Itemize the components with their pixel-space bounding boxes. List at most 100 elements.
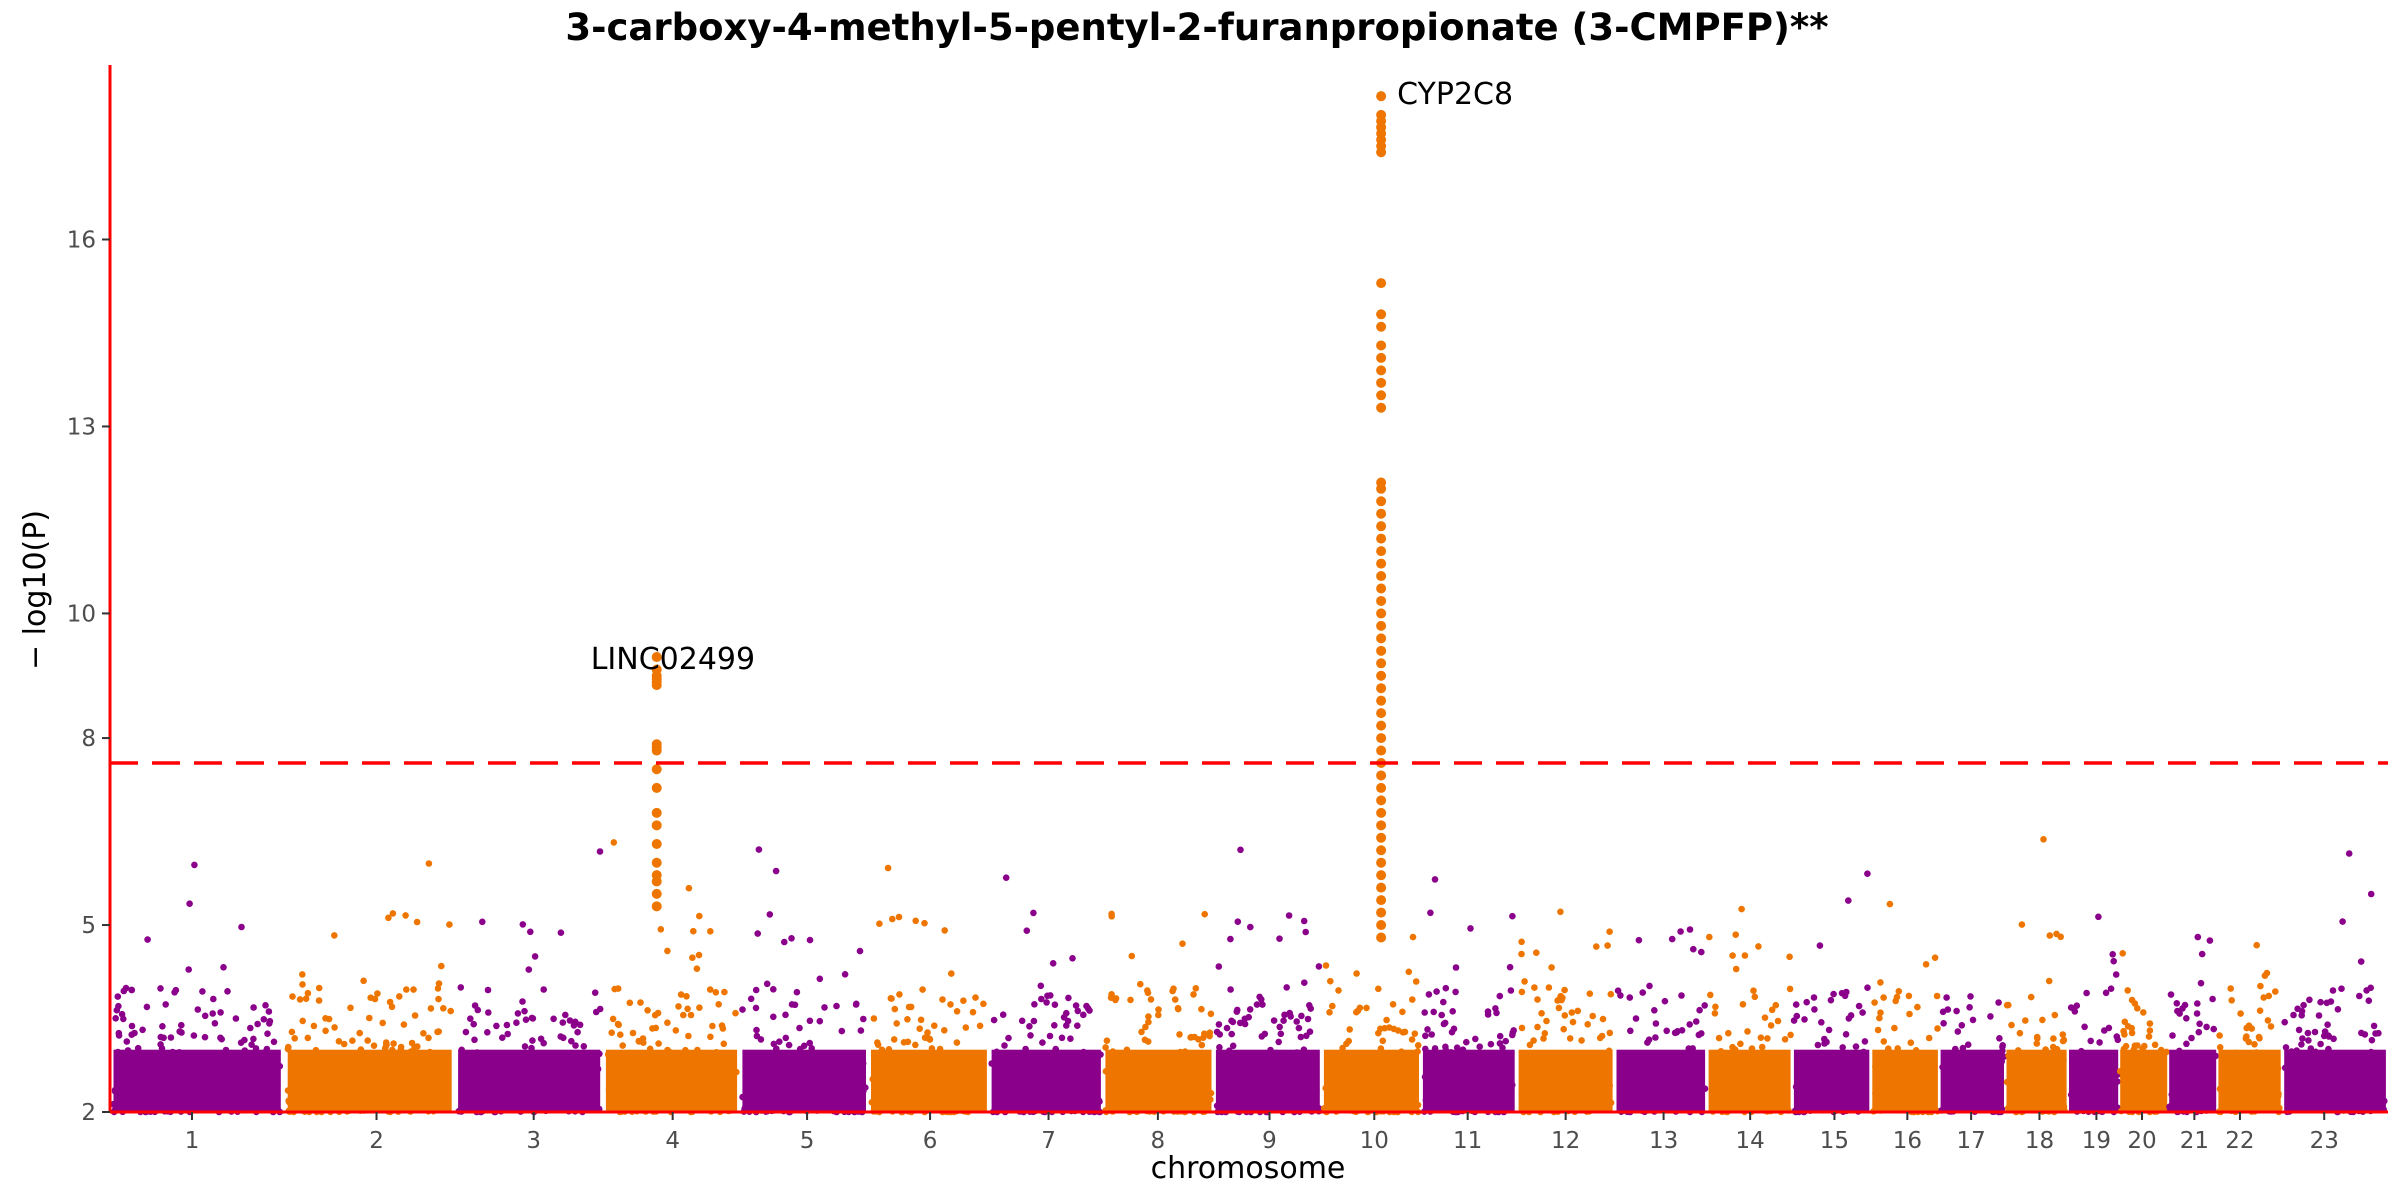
data-point: [1043, 999, 1050, 1006]
data-point: [503, 1021, 511, 1029]
data-point: [1487, 1040, 1495, 1048]
peak-point: [651, 839, 662, 850]
data-point: [289, 993, 296, 1000]
data-point: [367, 994, 375, 1001]
peak-point: [651, 876, 662, 887]
data-point: [420, 1030, 427, 1037]
data-point: [299, 971, 306, 978]
chromosome-18-points: [2003, 836, 2068, 1116]
peak-point: [1376, 770, 1387, 781]
data-point: [2334, 1006, 2342, 1013]
peak-point: [1376, 857, 1387, 868]
x-tick-label: 17: [1956, 1128, 1985, 1154]
data-point: [1198, 1005, 1205, 1013]
data-point: [2228, 997, 2235, 1004]
data-point: [1138, 1028, 1145, 1036]
data-point: [1430, 1008, 1437, 1016]
data-point: [128, 1031, 135, 1038]
data-point: [856, 947, 864, 955]
data-point: [2338, 985, 2345, 992]
data-point: [210, 995, 217, 1003]
peak-point: [1376, 533, 1387, 544]
y-tick-label: 2: [81, 1100, 96, 1126]
data-point: [1925, 1034, 1933, 1042]
data-point: [1237, 846, 1244, 854]
point-band: [1872, 1049, 1938, 1112]
data-point: [757, 1036, 765, 1043]
data-point: [664, 1019, 671, 1026]
data-point: [1306, 1002, 1313, 1009]
data-point: [467, 1015, 474, 1022]
data-point: [1379, 1037, 1387, 1045]
data-point: [2306, 996, 2313, 1004]
data-point: [1825, 1026, 1833, 1034]
data-point: [521, 1007, 528, 1015]
data-point: [1499, 1044, 1506, 1052]
data-point: [1690, 945, 1697, 953]
data-point: [2267, 1023, 2275, 1030]
data-point: [1880, 994, 1887, 1001]
data-point: [1389, 1001, 1397, 1008]
data-point: [2083, 989, 2090, 997]
data-point: [1438, 1011, 1445, 1019]
data-point: [1484, 1008, 1492, 1015]
data-point: [657, 926, 665, 933]
peak-top-point: [1376, 91, 1387, 102]
data-point: [525, 966, 533, 973]
peak-point: [1376, 832, 1387, 843]
data-point: [782, 1011, 789, 1019]
data-point: [626, 999, 634, 1007]
data-point: [917, 1016, 925, 1024]
data-point: [2243, 1024, 2250, 1032]
data-point: [1792, 1001, 1800, 1008]
data-point: [1108, 913, 1115, 920]
x-tick-label: 14: [1736, 1128, 1765, 1154]
data-point: [608, 1029, 615, 1036]
data-point: [2298, 1012, 2305, 1019]
data-point: [1433, 988, 1440, 995]
data-point: [1301, 979, 1308, 986]
data-point: [1614, 987, 1622, 994]
data-point: [1855, 1002, 1863, 1010]
data-point: [2040, 836, 2047, 843]
data-point: [1893, 993, 1901, 1001]
data-point: [1545, 984, 1553, 991]
data-point: [265, 1008, 273, 1015]
data-point: [1674, 1028, 1681, 1035]
peak-point: [1376, 147, 1387, 158]
x-tick-label: 2: [369, 1128, 384, 1154]
data-point: [1732, 965, 1740, 973]
data-point: [143, 1003, 151, 1011]
data-point: [684, 1005, 691, 1013]
data-point: [772, 867, 780, 875]
data-point: [1543, 1017, 1550, 1025]
data-point: [683, 993, 690, 1000]
data-point: [2039, 1016, 2046, 1024]
data-point: [201, 1012, 209, 1020]
data-point: [1192, 985, 1200, 992]
data-point: [2109, 951, 2116, 958]
data-point: [123, 1038, 131, 1045]
data-point: [1046, 1032, 1054, 1040]
data-point: [1409, 996, 1416, 1003]
data-point: [266, 1020, 273, 1027]
data-point: [2124, 1023, 2132, 1030]
data-point: [905, 1003, 913, 1011]
point-band: [1323, 1049, 1419, 1112]
data-point: [1772, 1001, 1780, 1009]
data-point: [521, 1043, 529, 1050]
data-point: [1663, 1027, 1670, 1035]
data-point: [1083, 1002, 1090, 1010]
data-point: [1557, 908, 1564, 916]
data-point: [1880, 1038, 1888, 1045]
peak-point: [1376, 595, 1387, 606]
peak-point: [1376, 795, 1387, 806]
data-point: [2183, 1040, 2190, 1048]
data-point: [529, 1015, 537, 1022]
data-point: [1914, 1003, 1921, 1011]
data-point: [435, 995, 442, 1003]
data-point: [2248, 1025, 2255, 1032]
data-point: [262, 1002, 269, 1009]
data-point: [747, 995, 755, 1003]
data-point: [566, 1017, 574, 1024]
